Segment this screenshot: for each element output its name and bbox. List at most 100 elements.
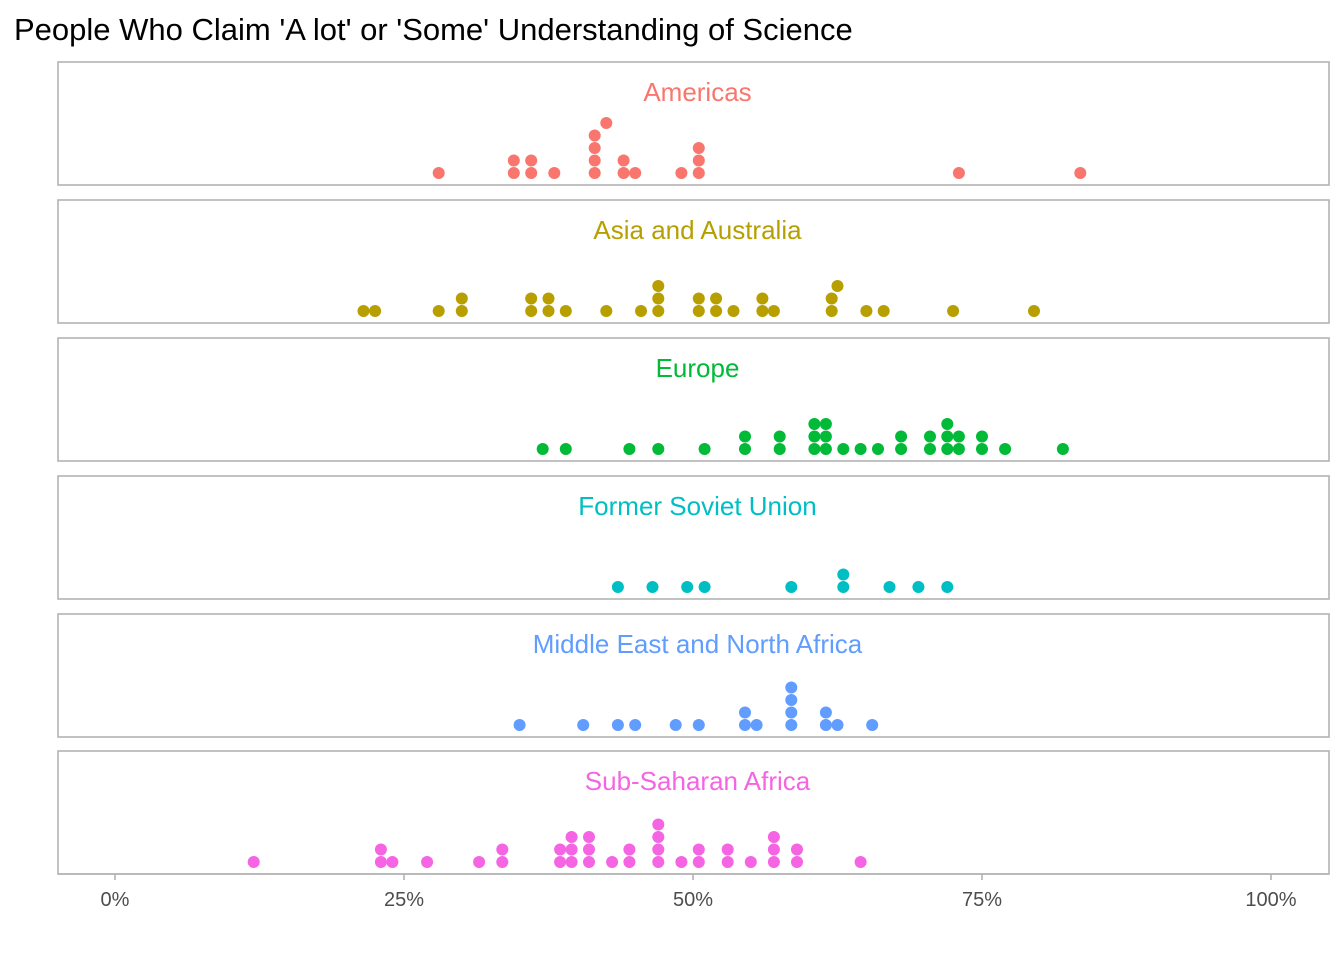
data-point	[559, 443, 572, 455]
data-point	[536, 443, 549, 455]
x-axis: 0% 25% 50% 75% 100%	[58, 873, 1329, 911]
data-point	[698, 443, 711, 455]
x-tick-label: 0%	[101, 889, 130, 911]
data-point	[496, 856, 509, 868]
data-point	[819, 418, 832, 430]
data-point	[941, 430, 954, 443]
data-point	[577, 719, 590, 731]
data-point	[525, 305, 538, 317]
data-point	[947, 305, 960, 317]
facet-label: Americas	[643, 77, 751, 107]
data-point	[432, 167, 445, 179]
data-point	[756, 292, 769, 305]
data-point	[866, 719, 879, 731]
data-point	[554, 843, 567, 856]
data-point	[554, 856, 567, 868]
data-point	[513, 719, 526, 731]
data-point	[1056, 443, 1069, 455]
data-point	[825, 292, 838, 305]
data-point	[721, 856, 734, 868]
data-point	[692, 167, 705, 179]
data-point	[588, 154, 601, 167]
data-point	[386, 856, 399, 868]
data-point	[600, 117, 613, 129]
data-point	[739, 719, 751, 731]
data-point	[525, 292, 538, 305]
data-point	[646, 581, 659, 593]
data-point	[819, 443, 832, 455]
facet-label: Middle East and North Africa	[533, 629, 863, 659]
data-point	[692, 719, 705, 731]
data-point	[583, 856, 595, 868]
data-point	[652, 305, 665, 317]
data-point	[588, 142, 601, 154]
data-point	[785, 719, 798, 731]
data-point	[767, 856, 780, 868]
data-point	[600, 305, 613, 317]
data-point	[629, 167, 642, 179]
facet-panels: Americas Asia and Australia Europe Former S…	[57, 61, 1330, 875]
data-point	[941, 418, 954, 430]
data-point	[767, 831, 780, 843]
data-point	[785, 581, 798, 593]
data-point	[548, 167, 561, 179]
facet-panel-sub-saharan-africa: Sub-Saharan Africa	[57, 750, 1330, 875]
data-point	[773, 430, 786, 443]
data-point	[912, 581, 925, 593]
data-point	[565, 831, 578, 843]
data-point	[692, 154, 705, 167]
data-point	[825, 305, 838, 317]
data-point	[710, 292, 723, 305]
data-point	[819, 706, 832, 719]
panel-frame	[57, 337, 1330, 462]
data-point	[710, 305, 723, 317]
x-tick-label: 25%	[384, 889, 424, 911]
data-point	[692, 856, 705, 868]
facet-panel-former-soviet-union: Former Soviet Union	[57, 475, 1330, 600]
panel-frame	[57, 613, 1330, 738]
data-point	[692, 305, 705, 317]
data-point	[895, 430, 908, 443]
data-point	[652, 292, 665, 305]
data-point	[542, 305, 555, 317]
data-point	[652, 443, 665, 455]
data-point	[924, 430, 936, 443]
data-point	[421, 856, 434, 868]
data-point	[623, 856, 636, 868]
data-point	[739, 430, 751, 443]
data-point	[767, 305, 780, 317]
facet-label: Former Soviet Union	[578, 491, 816, 521]
facet-label: Europe	[656, 353, 740, 383]
data-point	[247, 856, 260, 868]
data-point	[721, 843, 734, 856]
data-point	[999, 443, 1012, 455]
data-point	[698, 581, 711, 593]
data-point	[831, 280, 844, 292]
data-point	[837, 568, 850, 581]
data-point	[525, 167, 538, 179]
data-point	[629, 719, 642, 731]
data-point	[819, 719, 832, 731]
data-point	[374, 856, 387, 868]
data-point	[588, 129, 601, 142]
data-point	[675, 167, 688, 179]
data-point	[565, 856, 578, 868]
data-point	[652, 856, 665, 868]
data-point	[611, 581, 624, 593]
data-point	[854, 443, 867, 455]
data-point	[750, 719, 763, 731]
data-point	[785, 681, 798, 694]
panel-frame	[57, 475, 1330, 600]
data-point	[611, 719, 624, 731]
data-point	[785, 706, 798, 719]
data-point	[652, 831, 665, 843]
data-point	[808, 443, 821, 455]
facet-label: Asia and Australia	[593, 215, 802, 245]
facet-label: Sub-Saharan Africa	[585, 766, 811, 796]
data-point	[583, 843, 595, 856]
data-point	[837, 443, 850, 455]
data-point	[952, 443, 965, 455]
data-point	[496, 843, 509, 856]
